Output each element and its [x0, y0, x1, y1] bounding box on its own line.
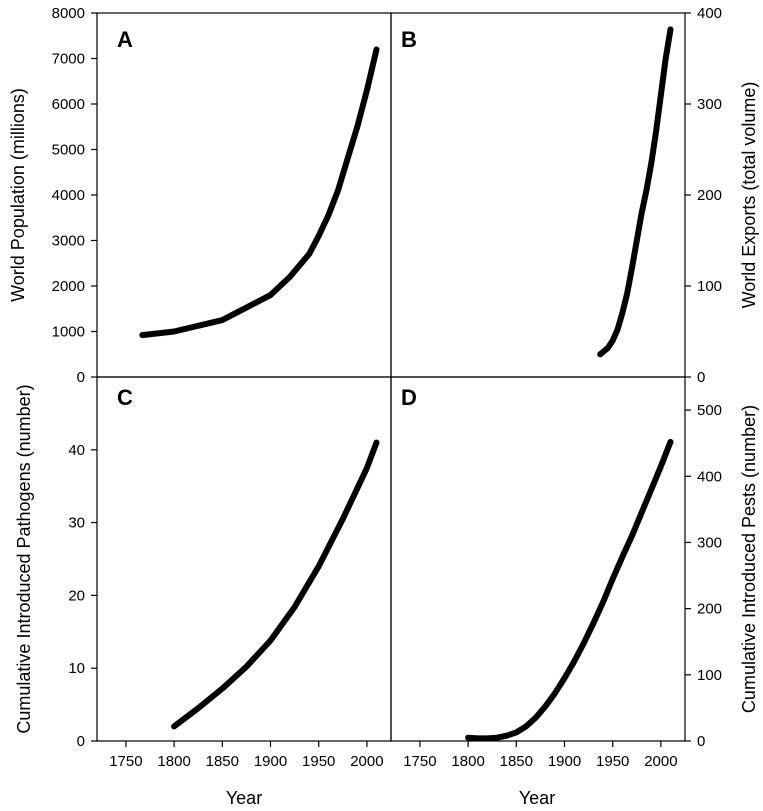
panel-b: B World Exports (total volume) 0 100 200 30… [390, 5, 759, 386]
panel-d-xtick-label: 2000 [644, 753, 677, 770]
panel-a-yticks: 0 1000 2000 3000 4000 5000 6000 7000 8000 [52, 5, 97, 386]
panel-a-ytick-label: 8000 [52, 5, 85, 22]
panel-c-xtick-label: 2000 [350, 753, 383, 770]
panel-b-frame [390, 12, 686, 378]
panel-a-frame [96, 12, 392, 378]
panel-a-ytick-label: 0 [77, 369, 85, 386]
panel-c-ytick-label: 30 [68, 515, 85, 532]
panel-c-xticks: 1750 1800 1850 1900 1950 2000 [109, 741, 384, 770]
panel-d-ytick-label: 400 [697, 468, 722, 485]
panel-c-xlabel: Year [226, 788, 262, 808]
panel-c-ytick-label: 40 [68, 442, 85, 459]
panel-d-letter: D [401, 385, 417, 410]
panel-a-ytick-label: 2000 [52, 278, 85, 295]
panel-c-xtick-label: 1900 [254, 753, 287, 770]
panel-d-xtick-label: 1800 [451, 753, 484, 770]
panel-c-yticks: 0 10 20 30 40 [68, 442, 97, 750]
panel-c-frame [96, 376, 392, 742]
panel-b-ytick-label: 100 [697, 278, 722, 295]
panel-c: C Cumulative Introduced Pathogens (numbe… [14, 376, 392, 808]
panel-b-ytick-label: 300 [697, 96, 722, 113]
panel-c-xtick-label: 1850 [206, 753, 239, 770]
panel-a-ytick-label: 7000 [52, 51, 85, 68]
panel-c-series-line [171, 439, 380, 730]
panel-b-series-line [597, 26, 674, 358]
panel-c-letter: C [117, 385, 133, 410]
panel-b-ytick-label: 400 [697, 5, 722, 22]
panel-d-frame [390, 376, 686, 742]
panel-d-ytick-label: 100 [697, 667, 722, 684]
panel-a-ytick-label: 6000 [52, 96, 85, 113]
panel-c-ytick-label: 10 [68, 660, 85, 677]
panel-d-series-line [465, 438, 674, 742]
panel-c-ylabel: Cumulative Introduced Pathogens (number) [14, 384, 34, 733]
panel-d-xtick-label: 1900 [548, 753, 581, 770]
panel-d-yticks: 0 100 200 300 400 500 [685, 402, 722, 750]
panel-a: A World Population (millions) 0 1000 2000 3… [8, 5, 392, 386]
panel-c-xtick-label: 1950 [302, 753, 335, 770]
panel-d-ytick-label: 300 [697, 534, 722, 551]
panel-d-xtick-label: 1750 [403, 753, 436, 770]
panel-b-ytick-label: 0 [697, 369, 705, 386]
panel-b-ylabel: World Exports (total volume) [739, 82, 759, 309]
panel-d-ylabel: Cumulative Introduced Pests (number) [739, 405, 759, 713]
panel-a-ylabel: World Population (millions) [8, 88, 28, 302]
panel-d-ytick-label: 0 [697, 733, 705, 750]
panel-d-ytick-label: 200 [697, 601, 722, 618]
panel-c-ytick-label: 0 [77, 733, 85, 750]
panel-a-ytick-label: 3000 [52, 233, 85, 250]
panel-c-xtick-label: 1800 [157, 753, 190, 770]
panel-a-series-line [139, 46, 380, 339]
panel-c-xtick-label: 1750 [109, 753, 142, 770]
panel-d-xtick-label: 1950 [596, 753, 629, 770]
panel-a-letter: A [117, 27, 133, 52]
panel-c-ytick-label: 20 [68, 587, 85, 604]
panel-b-letter: B [401, 27, 417, 52]
panel-a-ytick-label: 4000 [52, 187, 85, 204]
panel-a-ytick-label: 1000 [52, 324, 85, 341]
panel-d: D Cumulative Introduced Pests (number) Y… [390, 376, 759, 808]
panel-b-yticks: 0 100 200 300 400 [685, 5, 722, 386]
panel-d-xticks: 1750 1800 1850 1900 1950 2000 [403, 741, 678, 770]
panel-a-ytick-label: 5000 [52, 142, 85, 159]
panel-d-xlabel: Year [519, 788, 555, 808]
panel-d-ytick-label: 500 [697, 402, 722, 419]
panel-b-ytick-label: 200 [697, 187, 722, 204]
panel-d-xtick-label: 1850 [500, 753, 533, 770]
